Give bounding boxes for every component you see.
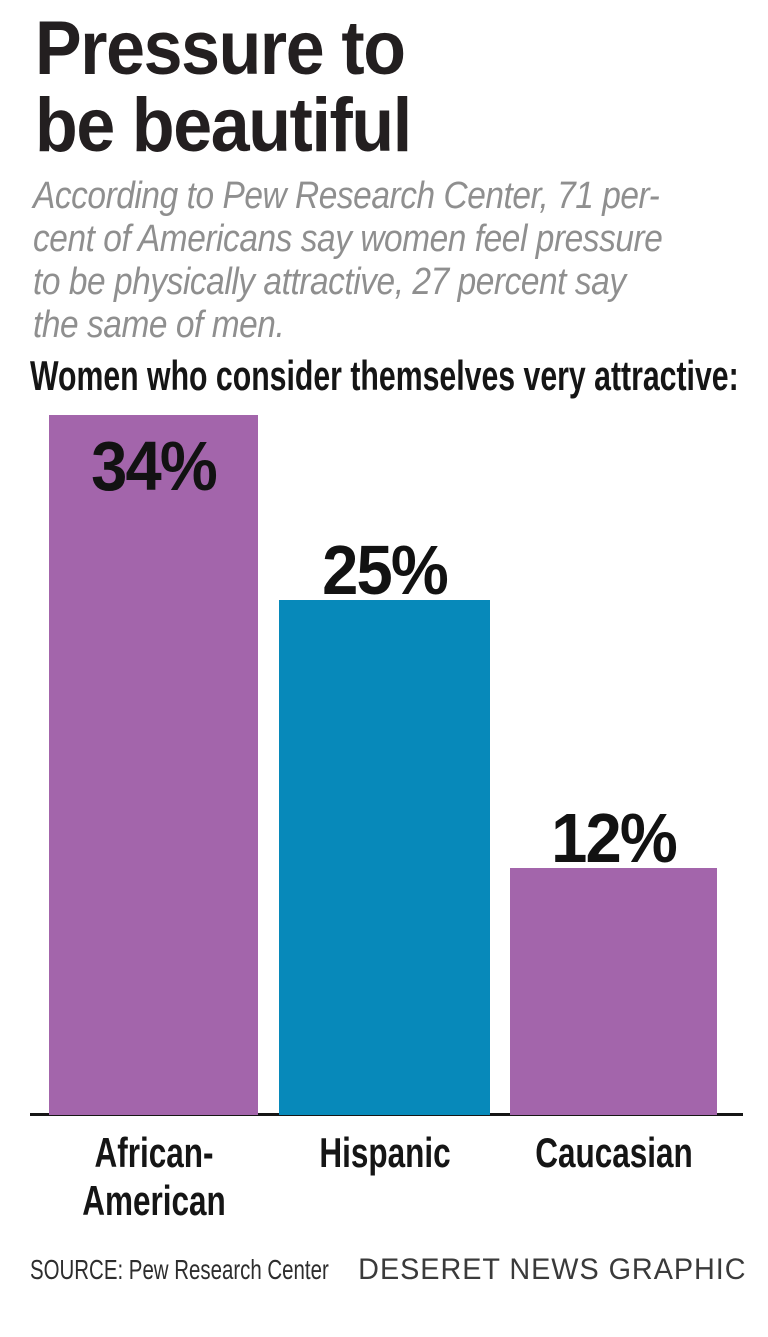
subtitle-line: According to Pew Research Center, 71 per… [33, 175, 660, 217]
chart-title: Women who consider themselves very attra… [30, 352, 739, 399]
category-label-line: African- [93, 1129, 214, 1176]
source-credit: SOURCE: Pew Research Center [30, 1254, 329, 1285]
category-label-line: American [81, 1177, 226, 1224]
category-label-caucasian: Caucasian [501, 1129, 726, 1177]
category-label-line: Caucasian [534, 1129, 693, 1176]
page-title: Pressure to be beautiful [35, 6, 412, 168]
subtitle-line: the same of men. [33, 304, 285, 346]
category-label-hispanic: Hispanic [272, 1129, 497, 1177]
page-title-line1: Pressure to [35, 6, 406, 91]
subtitle: According to Pew Research Center, 71 per… [33, 175, 663, 347]
bar-caucasian [510, 868, 717, 1115]
value-label-hispanic: 25% [322, 531, 449, 609]
category-label-line: Hispanic [318, 1129, 451, 1176]
bar-hispanic [279, 600, 490, 1115]
page-title-line2: be beautiful [35, 83, 412, 168]
category-label-african-american: African- American [41, 1129, 266, 1225]
value-label-caucasian: 12% [551, 799, 678, 877]
subtitle-line: cent of Americans say women feel pressur… [33, 218, 663, 260]
bar-african-american [49, 415, 258, 1115]
graphic-credit: DESERET NEWS GRAPHIC [358, 1253, 747, 1286]
value-label-african-american: 34% [91, 427, 218, 505]
subtitle-line: to be physically attractive, 27 percent … [33, 261, 626, 303]
